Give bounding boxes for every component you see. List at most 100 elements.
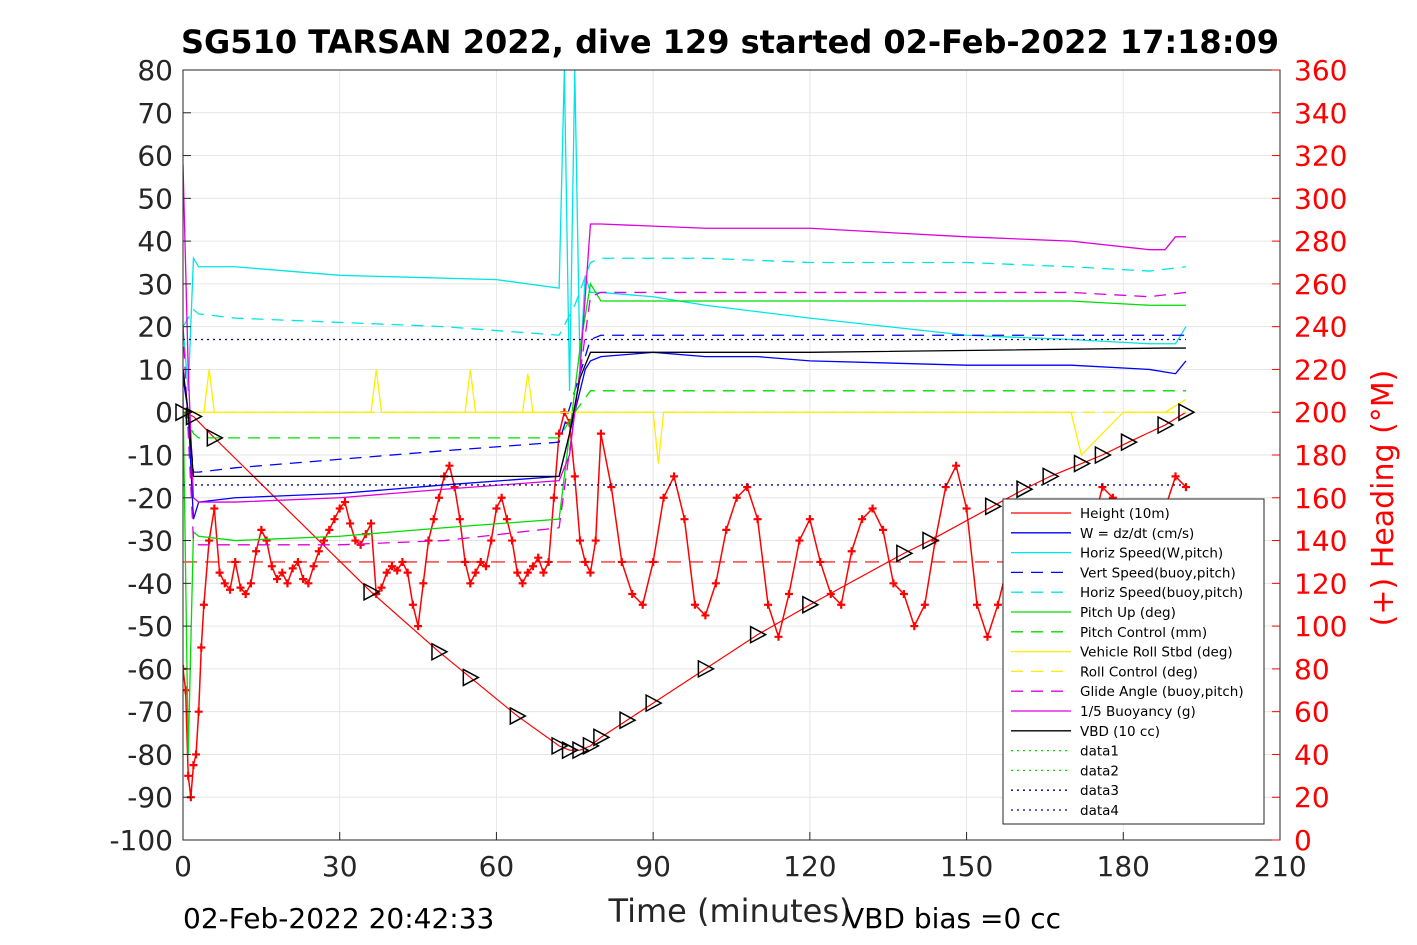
x-tick-label: 60 bbox=[479, 850, 515, 883]
heading-point bbox=[377, 583, 386, 592]
y2-tick-label: 160 bbox=[1294, 482, 1347, 515]
y-tick-label: -70 bbox=[127, 696, 173, 729]
legend-label-4: Horiz Speed(buoy,pitch) bbox=[1080, 585, 1243, 601]
height-marker bbox=[802, 595, 820, 614]
heading-point bbox=[241, 590, 250, 599]
heading-point bbox=[226, 585, 235, 594]
heading-point bbox=[278, 568, 287, 577]
heading-point bbox=[497, 493, 506, 502]
heading-point bbox=[414, 622, 423, 631]
height-marker bbox=[1120, 432, 1139, 452]
series-line-5 bbox=[183, 282, 1186, 755]
heading-point bbox=[351, 536, 360, 545]
heading-point bbox=[199, 600, 208, 609]
series-line-1 bbox=[183, 351, 1187, 520]
heading-point bbox=[523, 568, 532, 577]
heading-point bbox=[471, 568, 480, 577]
footer-timestamp: 02-Feb-2022 20:42:33 bbox=[183, 902, 494, 935]
heading-point bbox=[816, 557, 825, 566]
heading-point bbox=[805, 515, 814, 524]
heading-point bbox=[774, 632, 783, 641]
height-marker bbox=[462, 668, 480, 687]
heading-point bbox=[534, 553, 543, 562]
heading-point bbox=[461, 557, 470, 566]
heading-point bbox=[215, 568, 224, 577]
heading-point bbox=[868, 504, 877, 513]
legend-label-6: Pitch Control (mm) bbox=[1080, 625, 1207, 641]
y-tick-label: 0 bbox=[155, 396, 173, 429]
footer-vbd-bias: VBD bias =0 cc bbox=[845, 902, 1061, 935]
heading-point bbox=[403, 568, 412, 577]
y-tick-label: -40 bbox=[127, 567, 173, 600]
y-tick-label: -90 bbox=[127, 781, 173, 814]
heading-point bbox=[476, 557, 485, 566]
y2-tick-label: 300 bbox=[1294, 182, 1347, 215]
y2-tick-label: 260 bbox=[1294, 268, 1347, 301]
x-ticks: 0 30 60 90 120 150 180 210 bbox=[174, 832, 1307, 883]
legend-label-12: data1 bbox=[1080, 744, 1119, 760]
height-marker bbox=[572, 740, 590, 760]
y2-tick-label: 20 bbox=[1294, 781, 1330, 814]
y2-tick-label: 80 bbox=[1294, 653, 1330, 686]
series-line-11 bbox=[183, 347, 1186, 478]
heading-point bbox=[288, 564, 297, 573]
y2-tick-label: 240 bbox=[1294, 311, 1347, 344]
heading-point bbox=[466, 579, 475, 588]
x-tick-label: 0 bbox=[174, 850, 192, 883]
heading-point bbox=[581, 557, 590, 566]
y2-tick-label: 200 bbox=[1294, 396, 1347, 429]
height-marker bbox=[206, 428, 224, 448]
height-marker bbox=[561, 740, 580, 760]
heading-point bbox=[591, 536, 600, 545]
heading-point bbox=[252, 547, 261, 556]
heading-point bbox=[283, 579, 292, 588]
heading-point bbox=[539, 568, 548, 577]
heading-point bbox=[220, 579, 229, 588]
heading-point bbox=[528, 562, 537, 571]
y2-tick-label: 100 bbox=[1294, 610, 1347, 643]
y-tick-label: 50 bbox=[137, 182, 173, 215]
heading-point bbox=[680, 515, 689, 524]
y-tick-label: 20 bbox=[137, 311, 173, 344]
heading-point bbox=[309, 562, 318, 571]
height-marker bbox=[509, 706, 527, 726]
height-marker bbox=[896, 544, 914, 563]
heading-point bbox=[481, 562, 490, 571]
heading-point bbox=[398, 557, 407, 566]
heading-point bbox=[267, 562, 276, 571]
y-tick-label: 60 bbox=[137, 140, 173, 173]
heading-point bbox=[513, 568, 522, 577]
legend-label-14: data3 bbox=[1080, 783, 1119, 799]
heading-point bbox=[356, 540, 365, 549]
heading-point bbox=[826, 590, 835, 599]
heading-point bbox=[429, 515, 438, 524]
heading-point bbox=[732, 493, 741, 502]
heading-point bbox=[231, 557, 240, 566]
y-tick-label: 70 bbox=[137, 97, 173, 130]
height-marker bbox=[697, 659, 715, 679]
x-tick-label: 120 bbox=[783, 850, 836, 883]
y2-tick-label: 120 bbox=[1294, 567, 1347, 600]
legend-label-1: W = dz/dt (cm/s) bbox=[1080, 526, 1194, 542]
heading-point bbox=[711, 579, 720, 588]
heading-point bbox=[183, 686, 190, 695]
heading-point bbox=[586, 568, 595, 577]
heading-point bbox=[983, 632, 992, 641]
heading-point bbox=[555, 429, 564, 438]
heading-point bbox=[408, 600, 417, 609]
height-marker bbox=[582, 736, 601, 756]
y2-tick-label: 360 bbox=[1294, 54, 1347, 87]
x-axis-label: Time (minutes) bbox=[608, 892, 852, 930]
legend-label-7: Vehicle Roll Stbd (deg) bbox=[1080, 645, 1233, 661]
heading-point bbox=[189, 761, 198, 770]
heading-point bbox=[993, 600, 1002, 609]
y2-tick-label: 320 bbox=[1294, 140, 1347, 173]
legend-label-2: Horiz Speed(W,pitch) bbox=[1080, 546, 1223, 562]
heading-point bbox=[273, 575, 282, 584]
heading-point bbox=[320, 536, 329, 545]
y-tick-label: -10 bbox=[127, 439, 173, 472]
heading-point bbox=[858, 515, 867, 524]
series-line-10 bbox=[183, 164, 1186, 503]
height-marker bbox=[1157, 415, 1175, 435]
series-layer bbox=[183, 70, 1187, 755]
